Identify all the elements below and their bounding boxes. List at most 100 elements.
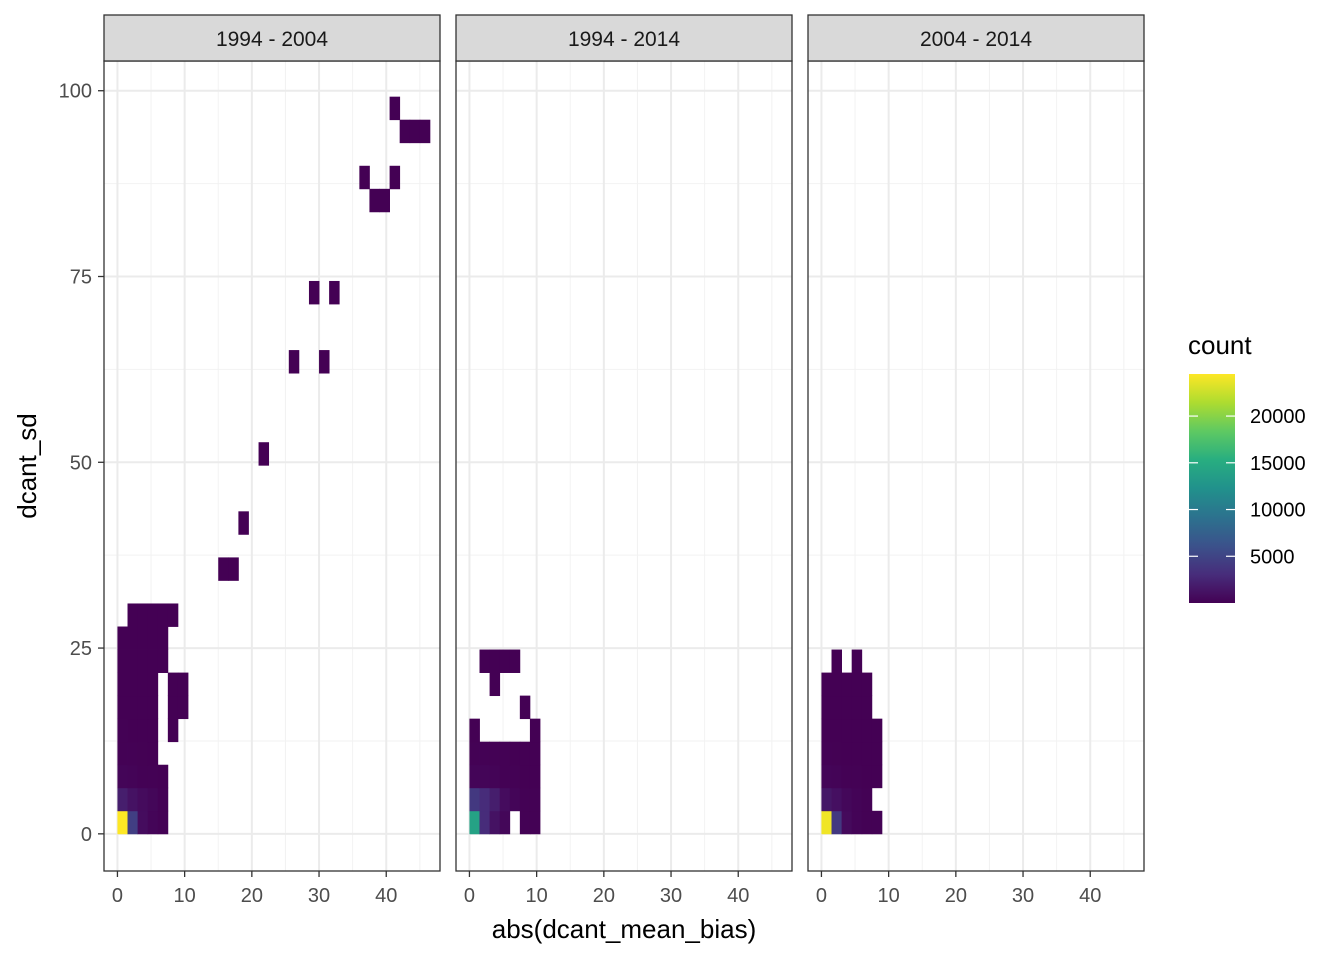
y-tick-label: 100 — [59, 81, 92, 103]
heatmap-tile — [851, 810, 863, 835]
heatmap-tile — [127, 626, 138, 650]
x-tick-label: 0 — [816, 885, 827, 907]
panel-background — [456, 61, 792, 871]
gridlines — [456, 61, 792, 871]
heatmap-tile — [258, 442, 270, 466]
heatmap-tile — [127, 810, 138, 835]
heatmap-tile — [137, 718, 149, 743]
heatmap-tile — [479, 741, 490, 766]
heatmap-tile — [841, 787, 853, 812]
heatmap-tile — [147, 810, 159, 835]
facet-strip-label: 1994 - 2014 — [568, 28, 680, 51]
heatmap-tile — [851, 741, 863, 766]
heatmap-tile — [529, 718, 541, 743]
heatmap-tile — [851, 695, 863, 720]
heatmap-tile — [489, 810, 501, 835]
heatmap-tile — [841, 672, 853, 697]
x-tick-label: 40 — [1079, 885, 1101, 907]
heatmap-tile — [399, 119, 411, 144]
heatmap-tile — [821, 695, 832, 720]
heatmap-tile — [479, 810, 490, 835]
y-tick-label: 75 — [70, 267, 92, 289]
facet-strip — [455, 14, 793, 62]
heatmap-tile — [167, 603, 179, 627]
heatmap-tile — [529, 787, 541, 812]
heatmap-tile — [177, 695, 189, 720]
x-tick-label: 40 — [727, 885, 749, 907]
heatmap-tile — [831, 787, 842, 812]
heatmap-tile — [489, 649, 501, 673]
heatmap-tile — [469, 718, 480, 743]
heatmap-tile — [177, 672, 189, 697]
heatmap-tile — [841, 810, 853, 835]
heatmap-tile — [137, 741, 149, 766]
heatmap-tile — [137, 672, 149, 697]
heatmap-tile — [841, 718, 853, 743]
heatmap-tile — [831, 695, 842, 720]
heatmap-tile — [157, 787, 169, 812]
heatmap-tile — [127, 695, 138, 720]
y-tick-label: 0 — [81, 824, 92, 846]
heatmap-tile — [821, 764, 832, 789]
heatmap-tile — [137, 764, 149, 789]
heatmap-tile — [861, 695, 873, 720]
heatmap-tile — [469, 764, 480, 789]
heatmap-tile — [147, 672, 159, 697]
heatmap-tile — [851, 718, 863, 743]
heatmap-tile — [369, 188, 380, 213]
heatmap-tile — [167, 672, 179, 697]
facet-strip — [103, 14, 441, 62]
heatmap-tile — [157, 649, 169, 673]
heatmap-tile — [489, 741, 501, 766]
heatmap-tile — [831, 649, 842, 673]
heatmap-tile — [821, 741, 832, 766]
heatmap-tile — [509, 787, 521, 812]
heatmap-tile — [137, 810, 149, 835]
heatmap-tile — [871, 810, 883, 835]
heatmap-tile — [861, 810, 873, 835]
heatmap-tile — [167, 695, 179, 720]
heatmap-tile — [861, 764, 873, 789]
heatmap-tile — [831, 718, 842, 743]
heatmap-tiles — [117, 96, 431, 835]
heatmap-tile — [238, 511, 249, 535]
heatmap-tile — [871, 741, 883, 766]
x-tick-label: 20 — [593, 885, 615, 907]
legend-tick-label: 20000 — [1250, 406, 1306, 428]
heatmap-tile — [127, 787, 138, 812]
heatmap-tile — [871, 718, 883, 743]
heatmap-tile — [479, 764, 490, 789]
heatmap-tile — [469, 810, 480, 835]
heatmap-tile — [117, 764, 128, 789]
heatmap-tile — [419, 119, 431, 144]
heatmap-tile — [841, 764, 853, 789]
heatmap-tile — [499, 764, 511, 789]
heatmap-tile — [489, 787, 501, 812]
heatmap-tile — [469, 787, 480, 812]
heatmap-tile — [157, 603, 169, 627]
heatmap-tile — [127, 764, 138, 789]
heatmap-tile — [127, 741, 138, 766]
heatmap-tile — [519, 764, 531, 789]
legend-colorbar — [1189, 374, 1235, 603]
x-axis-1: 0 10 20 30 40 — [112, 871, 397, 907]
heatmap-tile — [117, 649, 128, 673]
heatmap-tile — [871, 764, 883, 789]
heatmap-tile — [821, 810, 832, 835]
facet-strip-label: 1994 - 2004 — [216, 28, 328, 51]
y-axis-title: dcant_sd — [12, 413, 42, 519]
heatmap-tile — [861, 787, 873, 812]
x-tick-label: 30 — [1012, 885, 1034, 907]
y-tick-label: 25 — [70, 638, 92, 660]
heatmap-tile — [821, 787, 832, 812]
heatmap-tile — [147, 649, 159, 673]
heatmap-tile — [831, 764, 842, 789]
x-tick-label: 0 — [464, 885, 475, 907]
heatmap-tile — [479, 649, 490, 673]
heatmap-tile — [841, 695, 853, 720]
heatmap-tile — [479, 787, 490, 812]
x-tick-label: 30 — [660, 885, 682, 907]
heatmap-tile — [117, 672, 128, 697]
heatmap-tile — [147, 626, 159, 650]
